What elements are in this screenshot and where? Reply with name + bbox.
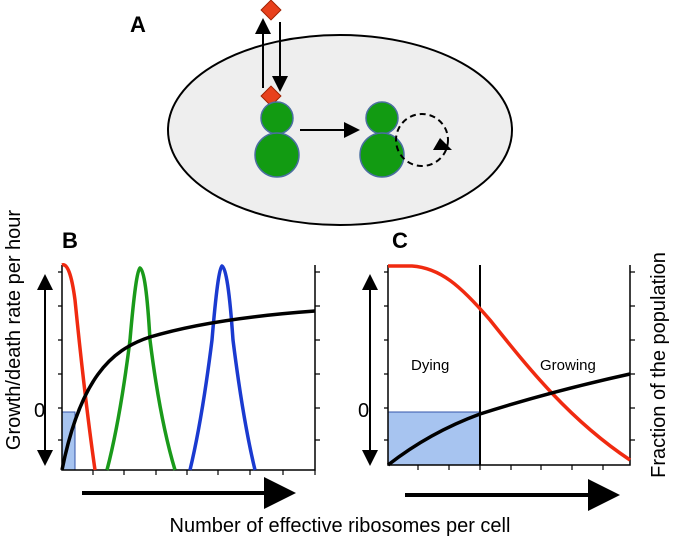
distribution-curve [105,266,177,471]
bottom-title: Number of effective ribosomes per cell [170,515,511,537]
distribution-curve [188,264,257,471]
triangle [433,138,452,150]
death-curve [388,264,631,462]
panel-label: A [130,12,146,37]
ticks [58,271,320,475]
region-label: Growing [540,357,596,374]
zero-label: 0 [34,400,45,422]
ribosome-small [260,101,294,135]
region-label: Dying [411,357,449,374]
zero-label: 0 [358,400,369,422]
cycle [395,113,449,167]
panel-label: B [62,228,78,253]
death-curve [61,263,97,471]
growth-curve [60,309,316,471]
ligand [260,85,282,107]
left-title: Growth/death rate per hour [3,210,25,450]
ribosome-small [365,101,399,135]
ligand [260,0,282,21]
ticks [384,271,635,470]
axes [387,265,631,466]
panel-label: C [392,228,408,253]
growth-curve [386,372,631,467]
right-title: Fraction of the population [648,252,670,478]
ribosome-large [359,132,405,178]
ribosome-large [254,132,300,178]
axes [61,265,316,471]
